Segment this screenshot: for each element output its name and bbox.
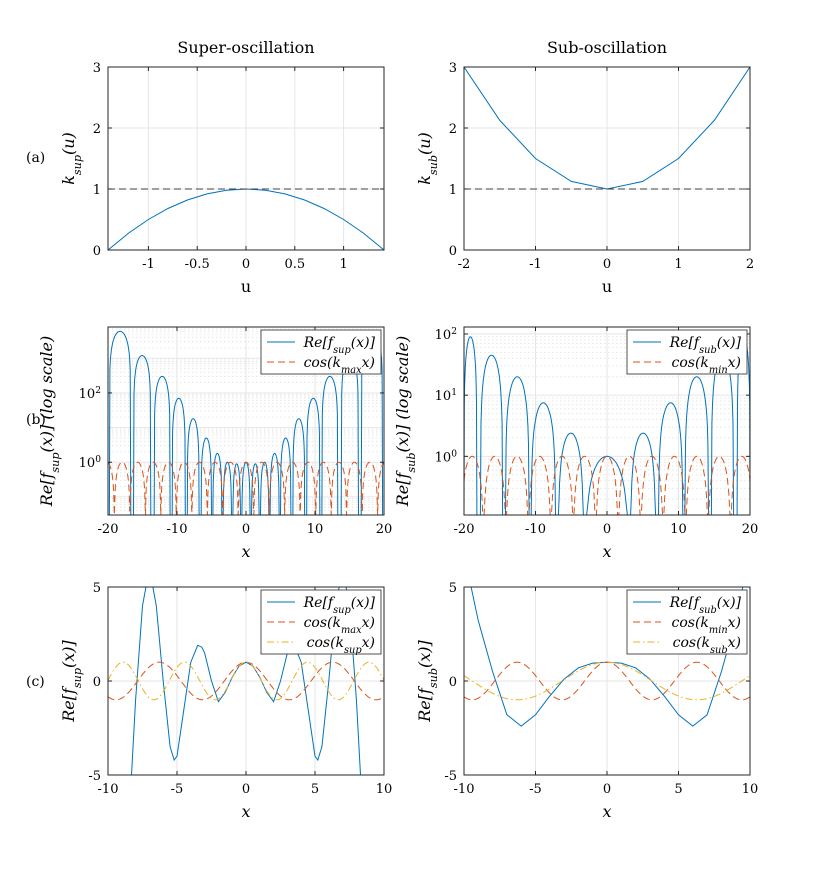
x-tick-label: -0.5 [185,257,210,272]
y-tick-label: 2 [93,122,101,137]
y-tick-label: 1 [93,183,101,198]
y-tick-label: 0 [93,244,101,259]
svg-text:ksup(u): ksup(u) [59,132,84,185]
row-label-a: (a) [26,150,46,166]
chart-title: Super-oscillation [177,38,314,57]
row-label-c: (c) [26,674,45,690]
row-label-b: (b) [26,412,46,428]
x-tick-label: 0 [242,257,250,272]
x-tick-label: 0.5 [284,257,305,272]
x-tick-label: 1 [339,257,347,272]
ticks [108,66,384,251]
x-axis-label: u [241,277,251,296]
x-tick-label: -1 [142,257,155,272]
y-tick-label: 3 [93,61,101,76]
y-axis-label: ksup(u) [59,132,84,185]
series-group [108,188,384,250]
